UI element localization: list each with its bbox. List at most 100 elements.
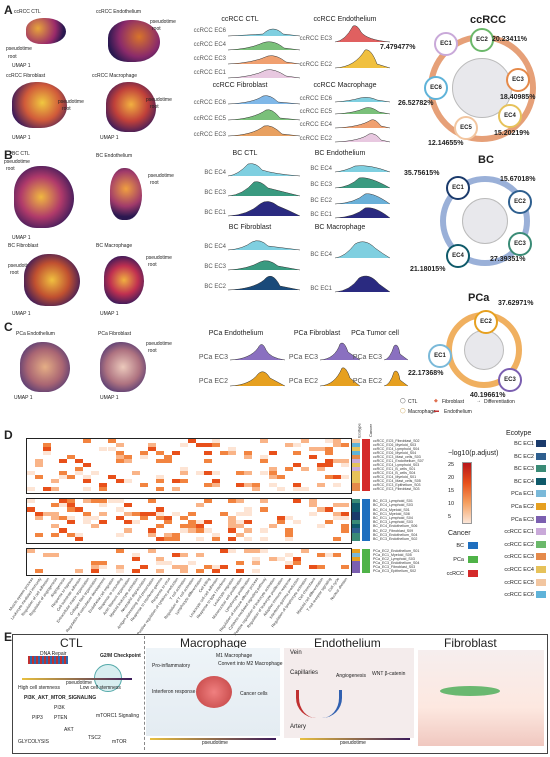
heatmap-cell (75, 471, 84, 475)
ecotype-annotation (352, 532, 360, 537)
heatmap-cell (292, 557, 301, 561)
cancer-legend-title: Cancer (448, 530, 471, 537)
heatmap-cell (316, 467, 325, 471)
heatmap-cell (67, 503, 76, 508)
heatmap-cell (300, 487, 309, 491)
cancer-annotation (362, 447, 370, 451)
umap-pseudotime-label: pseudotime (148, 173, 174, 179)
ridge-row-label: PCa EC3 (352, 354, 382, 361)
legend-ctl: CTL (408, 399, 418, 405)
umap-root-label: root (150, 104, 159, 110)
ridge-row-label: BC EC4 (204, 170, 226, 176)
vein-label: Vein (290, 650, 302, 656)
heatmap-cell (107, 439, 116, 443)
umap-root-label: root (8, 54, 17, 60)
ecotype-annotation (352, 565, 360, 569)
ecotype-node: EC3 (508, 232, 532, 256)
heatmap-cell (99, 503, 108, 508)
ecotype-percentage: 21.18015% (410, 266, 446, 273)
heatmap-row-label: BC_EC3_Lymphoid_S01 (373, 499, 413, 504)
heatmap-cell (332, 515, 341, 520)
ridge-row-label: BC EC1 (204, 210, 226, 216)
ecotype-percentage: 7.479477% (380, 44, 416, 51)
ecotype-percentage: 18.40985% (500, 94, 536, 101)
heatmap-cell (212, 483, 221, 487)
heatmap-cell (284, 532, 293, 537)
mtor-label: mTOR (112, 739, 127, 745)
ecotype-legend-label: PCa EC1 (511, 491, 534, 498)
ecotype-ring-inner (462, 198, 508, 244)
heatmap-cell (155, 561, 164, 565)
heatmap-cell (244, 528, 253, 533)
heatmap-cell (292, 487, 301, 491)
heatmap-row-label: ccRCC_EC4_Lymphoid_S03 (373, 463, 420, 467)
pi3k-label: PI3K (54, 705, 65, 711)
ecotype-annotation (352, 569, 360, 573)
ecotype-legend-label: BC EC4 (514, 478, 534, 485)
heatmap-cell (316, 507, 325, 512)
ridge-title: BC Endothelium (314, 150, 366, 157)
cancer-legend-swatch (468, 542, 478, 549)
heatmap-cell (179, 515, 188, 520)
heatmap-cell (308, 565, 317, 569)
circle-title: ccRCC (470, 14, 507, 26)
ecotype-annotation (352, 455, 360, 459)
heatmap-cell (236, 569, 245, 573)
m1-label: M1 Macrophage (216, 653, 253, 659)
heatmap-cell (43, 487, 52, 491)
heatmap-cell (43, 553, 52, 557)
heatmap-cell (236, 532, 245, 537)
cancer-annotation (362, 532, 370, 537)
cancer-annotation (362, 565, 370, 569)
heatmap-cell (324, 447, 333, 451)
umap-root-label: root (10, 270, 19, 276)
ecotype-percentage: 12.14655% (428, 140, 464, 147)
heatmap-cell (292, 499, 301, 504)
heatmap-cell (236, 499, 245, 504)
heatmap-cell (340, 515, 349, 520)
ecotype-percentage: 26.52782% (398, 100, 434, 107)
heatmap-cell (284, 467, 293, 471)
heatmap-cell (276, 520, 285, 525)
cancer-annotation (362, 561, 370, 565)
ecotype-node: EC3 (498, 368, 522, 392)
heatmap-cell (139, 511, 148, 516)
heatmap-cell (196, 569, 205, 573)
heatmap-cell (115, 459, 124, 463)
heatmap-cell (35, 463, 44, 467)
heatmap-cell (276, 487, 285, 491)
cancer-annotation (362, 553, 370, 557)
interferon-label: Interferon response (152, 689, 196, 695)
heatmap-cell (147, 447, 156, 451)
heatmap-row-label: ccRCC_EC5_Fibroblast_S02 (373, 439, 420, 443)
heatmap-cell (244, 483, 253, 487)
heatmap-cell (99, 499, 108, 504)
heatmap-cell (115, 443, 124, 447)
heatmap-cell (196, 520, 205, 525)
ridge-plot-bc-ctl (228, 163, 300, 217)
ecotype-legend-swatch (536, 515, 546, 523)
pten-label: PTEN (54, 715, 68, 721)
ecotype-ring-inner (464, 330, 504, 370)
ecotype-annotation (352, 479, 360, 483)
heatmap-cell (147, 528, 156, 533)
ridge-row-label: ccRCC EC4 (299, 122, 332, 128)
heatmap-cell (59, 471, 68, 475)
umap-plot (106, 82, 156, 132)
ecotype-legend-swatch (536, 452, 546, 460)
tumor-mass-icon (196, 676, 232, 708)
ridge-row-label: ccRCC EC6 (193, 100, 226, 106)
umap-title: BC CTL (12, 151, 30, 157)
umap-title: ccRCC Fibroblast (6, 73, 46, 79)
ridge-row-label: ccRCC EC6 (193, 28, 226, 34)
heatmap-cell (123, 520, 132, 525)
ecotype-percentage: 22.17368% (408, 370, 444, 377)
heatmap-cell (59, 499, 68, 504)
heatmap-row-label: BC_EC2_Fibroblast_S09 (373, 528, 414, 533)
ridge-plot-bc-fibroblast (228, 240, 300, 291)
heatmap-cell (332, 536, 341, 541)
heatmap-cell (51, 511, 60, 516)
heatmap-cell (35, 532, 44, 537)
cancer-annotation (362, 439, 370, 443)
heatmap-cell (67, 455, 76, 459)
